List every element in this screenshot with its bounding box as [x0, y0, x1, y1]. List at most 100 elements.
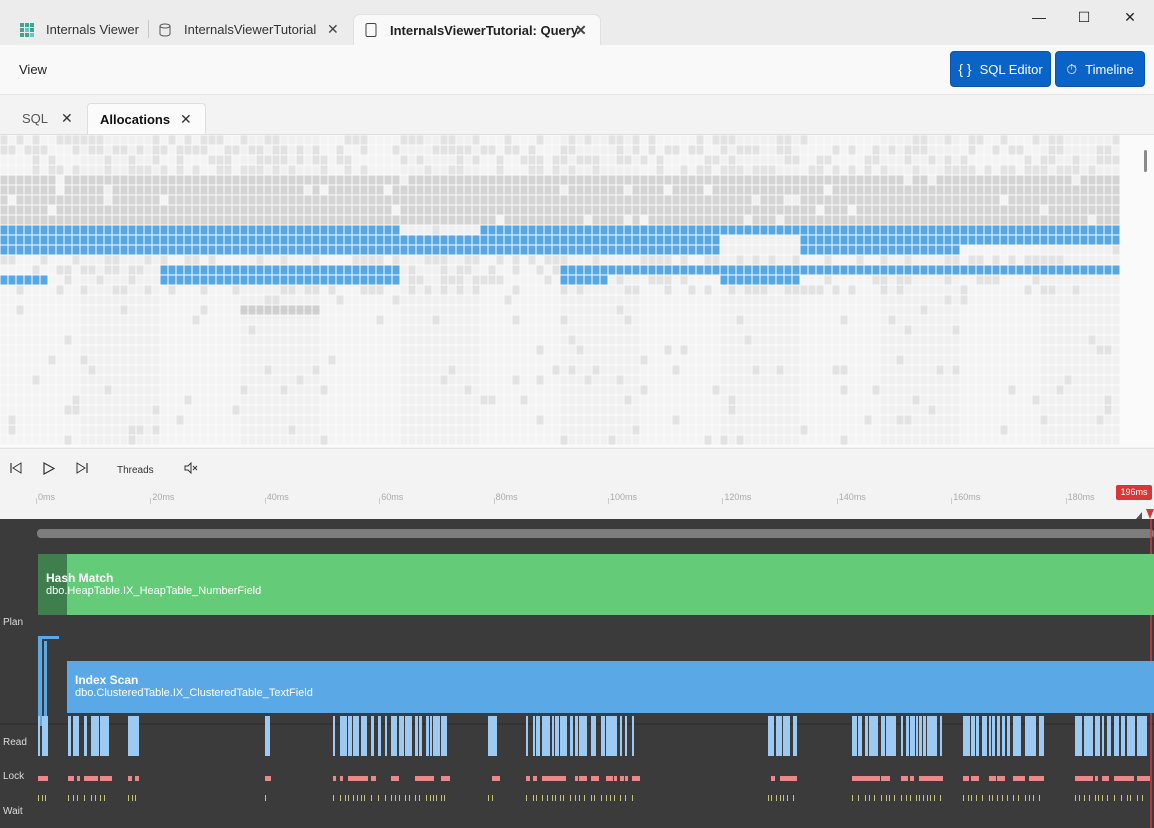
wait-event	[1137, 795, 1138, 801]
allocation-map[interactable]	[0, 135, 1124, 447]
tab-allocations[interactable]: Allocations ✕	[87, 103, 206, 134]
timeline-panel[interactable]: Hash Match dbo.HeapTable.IX_HeapTable_Nu…	[0, 519, 1154, 828]
read-event	[934, 716, 937, 756]
lock-event	[333, 776, 336, 781]
read-event	[894, 716, 896, 756]
timeline-button[interactable]: ⏱ Timeline	[1055, 51, 1145, 87]
wait-event	[1098, 795, 1099, 801]
lock-event	[1018, 776, 1025, 781]
wait-event	[997, 795, 998, 801]
read-event	[575, 716, 578, 756]
close-icon[interactable]: ✕	[327, 21, 339, 37]
lock-event	[547, 776, 552, 781]
lock-event	[910, 776, 914, 781]
read-event	[971, 716, 975, 756]
lock-event	[444, 776, 450, 781]
read-event	[610, 716, 615, 756]
wait-event	[1089, 795, 1090, 801]
read-event	[780, 716, 782, 756]
read-event	[45, 716, 48, 756]
read-event	[901, 716, 903, 756]
wait-event	[1007, 795, 1008, 801]
window-tab-query[interactable]: InternalsViewerTutorial: Query ✕	[353, 14, 601, 45]
wait-event	[340, 795, 341, 801]
read-event	[353, 716, 357, 756]
wait-event	[430, 795, 431, 801]
menu-view[interactable]: View	[19, 62, 47, 77]
read-event	[579, 716, 584, 756]
braces-icon: { }	[958, 61, 972, 77]
wait-event	[1121, 795, 1122, 801]
lock-event	[77, 776, 80, 781]
wait-event	[364, 795, 365, 801]
read-event	[1142, 716, 1147, 756]
read-event	[787, 716, 790, 756]
sql-editor-button[interactable]: { } SQL Editor	[950, 51, 1051, 87]
wait-event	[1013, 795, 1014, 801]
wait-event	[1127, 795, 1128, 801]
tab-sql[interactable]: SQL ✕	[0, 103, 86, 134]
read-event	[1089, 716, 1093, 756]
lock-event	[858, 776, 866, 781]
window-close-button[interactable]: ✕	[1124, 8, 1136, 25]
mute-icon[interactable]	[184, 461, 198, 477]
read-event	[1121, 716, 1125, 756]
current-time-marker[interactable]: 196ms	[1116, 485, 1152, 500]
time-ruler[interactable]: 0ms 20ms 40ms 60ms 80ms 100ms 120ms 140ms 160ms 1…	[0, 482, 1154, 519]
wait-event	[923, 795, 924, 801]
close-icon[interactable]: ✕	[180, 110, 192, 127]
maximize-button[interactable]: ☐	[1077, 8, 1091, 25]
scrollbar-thumb[interactable]	[1144, 150, 1147, 172]
window-tab-internals-viewer[interactable]: Internals Viewer	[0, 14, 148, 45]
ruler-tick-label: 0ms	[38, 492, 56, 502]
lock-event	[620, 776, 624, 781]
read-event	[73, 716, 78, 756]
read-event	[340, 716, 345, 756]
read-event	[1029, 716, 1033, 756]
lock-event	[340, 776, 343, 781]
vertical-scrollbar[interactable]	[1124, 135, 1154, 447]
close-icon[interactable]: ✕	[575, 21, 587, 38]
close-icon[interactable]: ✕	[61, 110, 73, 126]
skip-back-icon[interactable]	[10, 462, 22, 477]
operator-index-scan[interactable]: Index Scan dbo.ClusteredTable.IX_Cluster…	[67, 661, 1154, 713]
wait-event	[780, 795, 781, 801]
read-event	[625, 716, 627, 756]
wait-event	[1002, 795, 1003, 801]
wait-event	[357, 795, 358, 801]
wait-event	[776, 795, 777, 801]
play-icon[interactable]	[43, 461, 56, 478]
read-event	[1018, 716, 1021, 756]
wait-event	[415, 795, 416, 801]
wait-event	[128, 795, 129, 801]
ruler-tick-mark	[608, 498, 609, 504]
read-event	[570, 716, 573, 756]
minimize-button[interactable]: —	[1032, 9, 1046, 25]
lock-event	[579, 776, 587, 781]
read-event	[1127, 716, 1131, 756]
lock-event	[560, 776, 566, 781]
threads-button[interactable]: Threads	[117, 465, 154, 476]
read-event	[771, 716, 774, 756]
window-tab-database[interactable]: InternalsViewerTutorial ✕	[149, 14, 353, 45]
operator-hash-match[interactable]: Hash Match dbo.HeapTable.IX_HeapTable_Nu…	[38, 554, 1154, 615]
wait-event	[391, 795, 392, 801]
ruler-tick-label: 180ms	[1067, 492, 1095, 502]
read-event	[768, 716, 772, 756]
wait-event	[426, 795, 427, 801]
wait-event	[1130, 795, 1131, 801]
lock-event	[963, 776, 969, 781]
read-event	[916, 716, 918, 756]
wait-event	[1033, 795, 1034, 801]
lane-label-plan: Plan	[3, 617, 24, 628]
lock-event	[353, 776, 360, 781]
lock-event	[1142, 776, 1150, 781]
read-event	[378, 716, 381, 756]
wait-event	[793, 795, 794, 801]
wait-event	[345, 795, 346, 801]
read-event	[982, 716, 987, 756]
lock-event	[526, 776, 530, 781]
skip-forward-icon[interactable]	[76, 462, 88, 477]
lane-label-read: Read	[3, 737, 27, 748]
lock-event	[45, 776, 48, 781]
